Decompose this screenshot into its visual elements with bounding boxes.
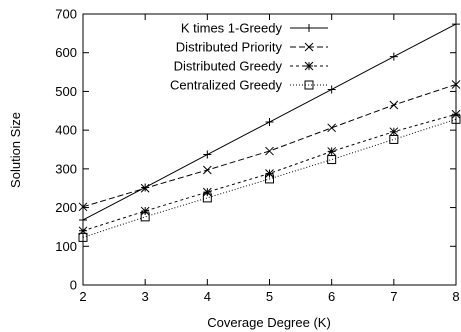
- series-layer: [78, 20, 461, 242]
- y-tick-label: 0: [70, 278, 77, 293]
- plus-point-marker: [327, 85, 336, 94]
- asterisk-point-marker: [78, 226, 88, 236]
- square-point-marker: [78, 232, 88, 242]
- series-line: [82, 118, 457, 238]
- plus-point-marker: [389, 52, 398, 61]
- asterisk-point-marker: [304, 61, 314, 71]
- asterisk-point-marker: [327, 147, 337, 156]
- legend-label: Distributed Priority: [176, 40, 283, 55]
- x-tick-label: 8: [452, 289, 459, 304]
- x-axis-label: Coverage Degree (K): [207, 315, 331, 330]
- cross-point-marker: [389, 100, 399, 110]
- cross-point-marker: [327, 123, 337, 133]
- x-tick-label: 7: [390, 289, 397, 304]
- y-axis-label: Solution Size: [8, 112, 23, 188]
- y-tick-label: 200: [55, 200, 77, 215]
- y-tick-label: 500: [55, 84, 77, 99]
- y-tick-label: 400: [55, 123, 77, 138]
- cross-point-marker: [78, 202, 88, 212]
- legend-label: Centralized Greedy: [170, 78, 282, 93]
- y-tick-label: 300: [55, 161, 77, 176]
- square-point-marker: [327, 155, 337, 165]
- series-group: [78, 80, 461, 212]
- square-point-marker: [304, 80, 314, 90]
- plus-point-marker: [203, 150, 212, 159]
- asterisk-point-marker: [265, 169, 274, 178]
- square-point-marker: [451, 114, 461, 124]
- asterisk-point-marker: [451, 109, 461, 119]
- legend-label: Distributed Greedy: [174, 59, 283, 74]
- asterisk-point-marker: [389, 127, 399, 137]
- cross-point-marker: [202, 165, 212, 175]
- series-group: [78, 109, 461, 236]
- plus-point-marker: [452, 20, 460, 29]
- x-tick-label: 6: [328, 289, 335, 304]
- x-tick-label: 3: [142, 289, 149, 304]
- y-axis: 0 100 200 300 400 500 600 700: [55, 7, 456, 293]
- cross-point-marker: [140, 183, 150, 193]
- square-point-marker: [389, 134, 399, 144]
- x-tick-label: 4: [204, 289, 211, 304]
- plus-point-marker: [265, 118, 274, 127]
- y-tick-label: 600: [55, 45, 77, 60]
- square-point-marker: [265, 174, 274, 184]
- plus-point-marker: [305, 24, 313, 32]
- cross-point-marker: [451, 80, 461, 89]
- cross-point-marker: [265, 146, 274, 156]
- x-axis: 2 3 4 5 6 7 8: [79, 14, 460, 304]
- y-tick-label: 100: [55, 239, 77, 254]
- y-tick-label: 700: [55, 7, 77, 22]
- series-group: [79, 20, 460, 224]
- x-tick-label: 2: [79, 289, 86, 304]
- legend: K times 1-Greedy Distributed Priority Dist…: [170, 21, 328, 93]
- x-tick-label: 5: [266, 289, 273, 304]
- legend-label: K times 1-Greedy: [181, 21, 283, 36]
- asterisk-point-marker: [140, 206, 150, 216]
- series-group: [78, 114, 461, 242]
- plus-point-marker: [79, 215, 87, 224]
- square-point-marker: [140, 212, 150, 222]
- cross-point-marker: [304, 42, 314, 52]
- square-point-marker: [202, 193, 212, 203]
- asterisk-point-marker: [202, 187, 212, 197]
